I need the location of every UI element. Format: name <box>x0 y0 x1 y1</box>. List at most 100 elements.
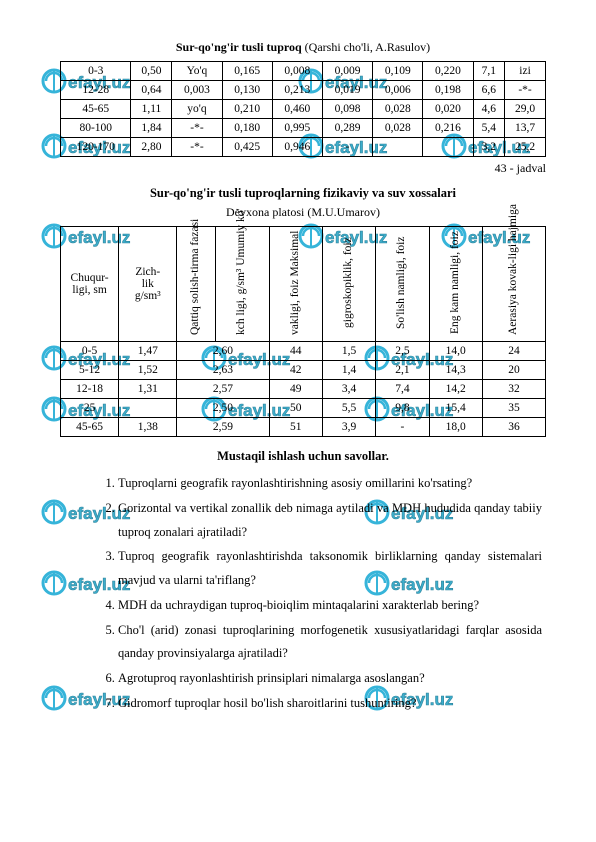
table1-caption: 43 - jadval <box>60 161 546 176</box>
table-cell: Yo'q <box>172 62 222 81</box>
list-item: Agrotuproq rayonlashtirish prinsiplari n… <box>118 667 546 691</box>
table-cell: 0,180 <box>222 119 272 138</box>
table-cell: 5,5 <box>322 399 375 418</box>
table1-title-bold: Sur-qo'ng'ir tusli tuproq <box>176 40 302 54</box>
table-cell: 6,6 <box>473 81 505 100</box>
table-cell: - <box>376 418 429 437</box>
table-header-cell: Aerasiya kovak-ligi hajmiga <box>482 227 545 342</box>
table-cell: 0,216 <box>423 119 473 138</box>
table-cell: izi <box>505 62 546 81</box>
table-cell: 14,3 <box>429 361 482 380</box>
table1-title: Sur-qo'ng'ir tusli tuproq (Qarshi cho'li… <box>60 40 546 55</box>
table-cell: - <box>322 138 372 157</box>
list-item: Gidromorf tuproqlar hosil bo'lish sharoi… <box>118 692 546 716</box>
table-cell: 15,4 <box>429 399 482 418</box>
table-cell: 0,019 <box>322 81 372 100</box>
table-row: 45-651,382,59513,9-18,036 <box>61 418 546 437</box>
table-cell: 0,165 <box>222 62 272 81</box>
table-cell: 45-65 <box>61 418 119 437</box>
table-cell: 1,52 <box>119 361 177 380</box>
table-cell: 0,460 <box>272 100 322 119</box>
table-cell <box>119 399 177 418</box>
table-cell: -*- <box>172 138 222 157</box>
table-cell: 2,5 <box>376 342 429 361</box>
table-cell: 1,47 <box>119 342 177 361</box>
table-cell: 18,0 <box>429 418 482 437</box>
table-cell: 13,7 <box>505 119 546 138</box>
table-cell: 120-170 <box>61 138 131 157</box>
table-cell: 25,2 <box>505 138 546 157</box>
table-header-cell: Eng kam namligi, foiz <box>429 227 482 342</box>
table-cell: 0-5 <box>61 342 119 361</box>
table-cell: 0,220 <box>423 62 473 81</box>
table-cell: 24 <box>482 342 545 361</box>
table-cell: 80-100 <box>61 119 131 138</box>
table-cell: 0,109 <box>373 62 423 81</box>
table-cell: 5,4 <box>473 119 505 138</box>
table-row: 12-181,312,57493,47,414,232 <box>61 380 546 399</box>
table-header-cell: Chuqur-ligi, sm <box>61 227 119 342</box>
table2-subtitle: Devxona platosi (M.U.Umarov) <box>60 205 546 220</box>
table-cell: 0,289 <box>322 119 372 138</box>
table-cell: 42 <box>269 361 322 380</box>
table-cell: 1,38 <box>119 418 177 437</box>
table-cell: 1,4 <box>322 361 375 380</box>
table-cell: 5-12 <box>61 361 119 380</box>
table-cell: 2,80 <box>131 138 172 157</box>
table1: 0-30,50Yo'q0,1650,0080,0090,1090,2207,1i… <box>60 61 546 157</box>
questions-list: Tuproqlarni geografik rayonlashtirishnin… <box>60 472 546 716</box>
table-cell: 0,006 <box>373 81 423 100</box>
table-cell: 0,198 <box>423 81 473 100</box>
table-cell: 14,2 <box>429 380 482 399</box>
table-cell: 49 <box>269 380 322 399</box>
table-cell: 44 <box>269 342 322 361</box>
table-cell: 0,028 <box>373 100 423 119</box>
table-cell: 14,0 <box>429 342 482 361</box>
table-header-cell: vakligi, foiz Maksimal <box>269 227 322 342</box>
table-header-cell: gigroskopiklik, foiz <box>322 227 375 342</box>
table-cell: 0,020 <box>423 100 473 119</box>
table-cell: -*- <box>172 119 222 138</box>
table-cell: 2,59 <box>177 418 269 437</box>
table-cell <box>423 138 473 157</box>
table-row: 0-30,50Yo'q0,1650,0080,0090,1090,2207,1i… <box>61 62 546 81</box>
table-row: 45-651,11yo'q0,2100,4600,0980,0280,0204,… <box>61 100 546 119</box>
table-cell: 0,210 <box>222 100 272 119</box>
table-cell: 0,64 <box>131 81 172 100</box>
table2: Chuqur-ligi, smZich-likg/sm³Qattiq solis… <box>60 226 546 437</box>
questions-heading: Mustaqil ishlash uchun savollar. <box>60 449 546 464</box>
table-cell: 1,11 <box>131 100 172 119</box>
table-cell: 29,0 <box>505 100 546 119</box>
table-header-cell: Qattiq solish-tirma fazasi <box>177 227 216 342</box>
table-cell: 3,4 <box>322 380 375 399</box>
table-cell: 50 <box>269 399 322 418</box>
table-header-cell: Zich-likg/sm³ <box>119 227 177 342</box>
table-cell: 0,009 <box>322 62 372 81</box>
table-cell: 36 <box>482 418 545 437</box>
table-header-cell: kch ligi, g/sm³ Umumiy ko' <box>216 227 269 342</box>
table-cell: 12-18 <box>61 380 119 399</box>
table-cell: -*- <box>505 81 546 100</box>
table-row: 252,50505,59,815,435 <box>61 399 546 418</box>
table-cell <box>373 138 423 157</box>
table-cell: 0,098 <box>322 100 372 119</box>
list-item: Tuproq geografik rayonlashtirishda takso… <box>118 545 546 593</box>
table-row: 120-1702,80-*-0,4250,946-3,225,2 <box>61 138 546 157</box>
table-cell: 2,50 <box>177 399 269 418</box>
list-item: Tuproqlarni geografik rayonlashtirishnin… <box>118 472 546 496</box>
list-item: Gorizontal va vertikal zonallik deb nima… <box>118 497 546 545</box>
list-item: Cho'l (arid) zonasi tuproqlarining morfo… <box>118 619 546 667</box>
table-cell: 45-65 <box>61 100 131 119</box>
table-cell: 2,60 <box>177 342 269 361</box>
table-cell: 20 <box>482 361 545 380</box>
table-cell: 0,425 <box>222 138 272 157</box>
table-cell: 0,130 <box>222 81 272 100</box>
table-header-cell: So'lish namligi, foiz <box>376 227 429 342</box>
table-cell: 1,5 <box>322 342 375 361</box>
table-row: 0-51,472,60441,52,514,024 <box>61 342 546 361</box>
table-row: 5-121,522,63421,42,114,320 <box>61 361 546 380</box>
list-item: MDH da uchraydigan tuproq-bioiqlim minta… <box>118 594 546 618</box>
table-cell: 2,63 <box>177 361 269 380</box>
table-cell: 0,995 <box>272 119 322 138</box>
table-cell: 0-3 <box>61 62 131 81</box>
